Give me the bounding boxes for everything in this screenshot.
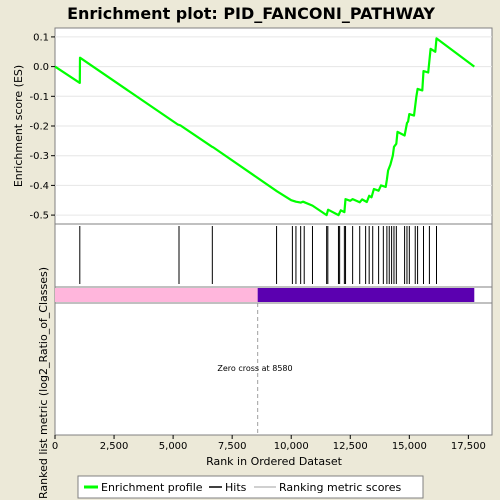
zero-cross-annotation: Zero cross at 8580 <box>217 364 292 373</box>
es-y-tick-label: -0.3 <box>29 151 49 162</box>
legend-label-hits: Hits <box>225 481 247 494</box>
x-tick-label: 17,500 <box>451 441 486 452</box>
legend: Enrichment profile Hits Ranking metric s… <box>77 475 424 499</box>
x-axis-label: Rank in Ordered Dataset <box>206 455 343 468</box>
metric-y-axis-label: Ranked list metric (log2_Ratio_of_Classe… <box>37 267 50 499</box>
x-tick-label: 10,000 <box>274 441 309 452</box>
hits-panel <box>54 223 493 288</box>
legend-label-enrichment-profile: Enrichment profile <box>101 481 203 494</box>
legend-label-ranking-metric-scores: Ranking metric scores <box>279 481 401 494</box>
x-tick-label: 15,000 <box>392 441 427 452</box>
x-tick-label: 5,000 <box>159 441 188 452</box>
es-y-tick-label: 0.1 <box>33 32 49 43</box>
legend-box <box>77 475 424 499</box>
es-y-tick-label: -0.4 <box>29 181 49 192</box>
es-y-axis-label: Enrichment score (ES) <box>12 65 25 187</box>
x-tick-label: 2,500 <box>100 441 129 452</box>
es-y-tick-label: -0.1 <box>29 92 49 103</box>
metric-panel <box>54 302 493 436</box>
es-y-tick-label: 0.0 <box>33 62 49 73</box>
es-grid <box>55 36 492 216</box>
metric-bar-negative <box>257 288 475 302</box>
es-y-axis: 0.1 0.0 -0.1 -0.2 -0.3 -0.4 -0.5 <box>29 32 55 222</box>
x-tick-label: 7,500 <box>218 441 247 452</box>
hits-marks <box>79 226 437 284</box>
enrichment-profile-line <box>54 37 475 217</box>
es-y-tick-label: -0.5 <box>29 211 49 222</box>
x-tick-label: 12,500 <box>333 441 368 452</box>
metric-bar-positive <box>55 288 258 302</box>
chart-title: Enrichment plot: PID_FANCONI_PATHWAY <box>67 4 435 23</box>
x-tick-label: 0 <box>52 441 58 452</box>
es-y-tick-label: -0.2 <box>29 122 49 133</box>
x-axis: 0 2,500 5,000 7,500 10,000 12,500 15,000 17,500 <box>52 435 486 452</box>
